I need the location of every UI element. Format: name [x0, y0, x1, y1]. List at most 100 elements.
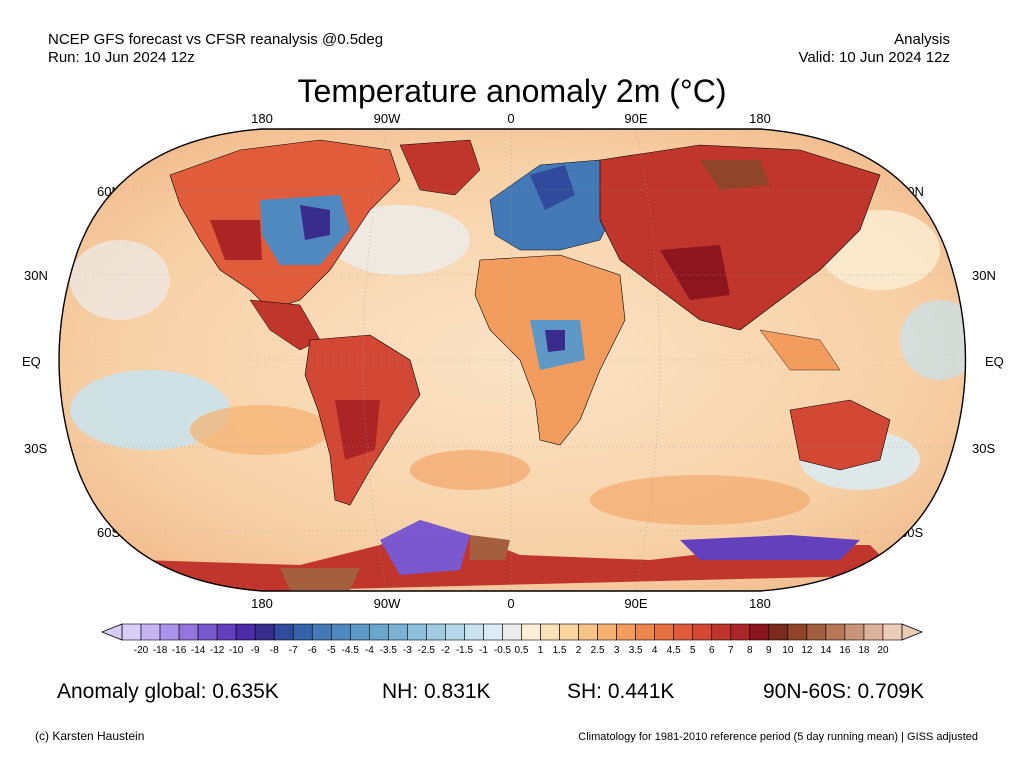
lon-label-bottom-180w: 180: [251, 596, 273, 611]
lon-label-top-0: 0: [507, 111, 515, 126]
colorbar-tick-label: 4: [651, 645, 658, 656]
colorbar-tick-label: -4.5: [341, 645, 359, 656]
lon-label-bottom-90w: 90W: [373, 596, 401, 611]
colorbar-tick-label: -3.5: [379, 645, 397, 656]
colorbar-cell: [635, 623, 655, 641]
colorbar-tick-label: -16: [171, 645, 187, 656]
ocean-warm-patch: [410, 450, 530, 490]
africa-cold-core: [545, 330, 565, 352]
run-label: Run: 10 Jun 2024 12z: [48, 49, 195, 66]
lat-label-left-30n: 30N: [24, 268, 48, 283]
colorbar-cell: [540, 623, 560, 641]
colorbar-tick-label: -18: [152, 645, 168, 656]
lat-label-right-eq: EQ: [985, 354, 1004, 369]
climatology-note: Climatology for 1981-2010 reference peri…: [578, 731, 978, 743]
lat-label-left-30s: 30S: [24, 441, 48, 456]
antarctica-warm-anomaly: [470, 535, 510, 560]
colorbar-tick-label: 16: [839, 645, 851, 656]
colorbar-cell: [483, 623, 503, 641]
colorbar-tick-label: 3.5: [628, 645, 643, 656]
colorbar-tick-label: 0.5: [514, 645, 529, 656]
antarctica-cold-anomaly: [380, 520, 470, 575]
colorbar-tick-label: 4.5: [666, 645, 681, 656]
colorbar-cell: [673, 623, 694, 641]
colorbar-tick-label: -2.5: [417, 645, 435, 656]
colorbar-tick-label: 18: [858, 645, 870, 656]
lat-label-left-eq: EQ: [22, 354, 41, 369]
colorbar-tick-label: 10: [782, 645, 794, 656]
colorbar-cell: [730, 623, 751, 641]
colorbar-tick-label: 9: [766, 645, 772, 656]
sh-anomaly: SH: 0.441K: [567, 680, 675, 703]
lon-label-top-180e: 180: [749, 111, 771, 126]
map-border: [58, 128, 967, 592]
colorbar-cell: [806, 623, 827, 641]
colorbar-tick-label: -10: [228, 645, 244, 656]
colorbar-cell: [292, 623, 313, 641]
colorbar-cell: [216, 623, 237, 641]
colorbar-low-extend-triangle: [100, 623, 123, 641]
colorbar-cell: [197, 623, 218, 641]
colorbar-cell: [863, 623, 884, 641]
ocean-warm-patch: [590, 475, 810, 525]
lon-label-bottom-0: 0: [507, 596, 515, 611]
colorbar-tick-label: -1.5: [455, 645, 474, 656]
nh-anomaly: NH: 0.831K: [382, 680, 491, 703]
analysis-label: Analysis: [894, 31, 950, 48]
colorbar-cell: [711, 623, 732, 641]
ocean-neutral-patch: [70, 240, 170, 320]
colorbar-cell: [121, 623, 142, 641]
colorbar-cell: [882, 623, 903, 641]
colorbar-tick-label: -6: [307, 645, 317, 656]
colorbar-cell: [445, 623, 465, 641]
colorbar-cell: [616, 623, 636, 641]
antarctica-warm-anomaly-west: [280, 568, 360, 590]
ocean-warm-patch: [190, 405, 330, 455]
colorbar-cell: [254, 623, 275, 641]
colorbar-cell: [140, 623, 161, 641]
colorbar-tick-label: 12: [801, 645, 813, 656]
colorbar-tick-label: -3: [402, 645, 412, 656]
header-right: Analysis Valid: 10 Jun 2024 12z: [798, 31, 950, 67]
colorbar-cell: [578, 623, 598, 641]
colorbar-cell: [597, 623, 617, 641]
colorbar-tick-label: 8: [747, 645, 753, 656]
header-left: NCEP GFS forecast vs CFSR reanalysis @0.…: [48, 31, 383, 67]
scandinavia-cold-anomaly: [530, 165, 575, 210]
lat-label-right-30s: 30S: [972, 441, 996, 456]
colorbar-cell: [521, 623, 541, 641]
colorbar-tick-label: 20: [877, 645, 889, 656]
colorbar-tick-label: -5: [326, 645, 336, 656]
colorbar-tick-label: 1: [537, 645, 544, 656]
graticule: [59, 129, 966, 591]
colorbar-cell: [159, 623, 180, 641]
north-america-warm-anomaly: [210, 220, 262, 260]
colorbar-tick-label: -0.5: [493, 645, 512, 656]
colorbar-cell: [369, 623, 389, 641]
colorbar-tick-label: 1.5: [552, 645, 567, 656]
colorbar-tick-label: -9: [250, 645, 260, 656]
colorbar-cell: [273, 623, 294, 641]
colorbar-tick-label: 6: [708, 645, 715, 656]
colorbar-tick-label: -12: [209, 645, 225, 656]
colorbar-cell: [311, 623, 332, 641]
colorbar-cell: [787, 623, 808, 641]
colorbar-tick-label: 7: [727, 645, 734, 656]
valid-label: Valid: 10 Jun 2024 12z: [798, 49, 950, 66]
colorbar-cell: [178, 623, 199, 641]
colorbar-cells: [121, 623, 903, 641]
colorbar-tick-label: 2: [575, 645, 582, 656]
colorbar-cell: [654, 623, 675, 641]
colorbar-cell: [349, 623, 370, 641]
lon-label-bottom-90e: 90E: [624, 596, 648, 611]
antarctica-cold-anomaly-east: [680, 535, 860, 560]
model-label: NCEP GFS forecast vs CFSR reanalysis @0.…: [48, 31, 384, 48]
colorbar-cell: [749, 623, 770, 641]
colorbar-cell: [388, 623, 408, 641]
colorbar-cell: [464, 623, 484, 641]
north-america-cold-core: [300, 205, 330, 240]
colorbar-tick-label: 3: [613, 645, 620, 656]
map-title: Temperature anomaly 2m (°C): [297, 73, 727, 109]
